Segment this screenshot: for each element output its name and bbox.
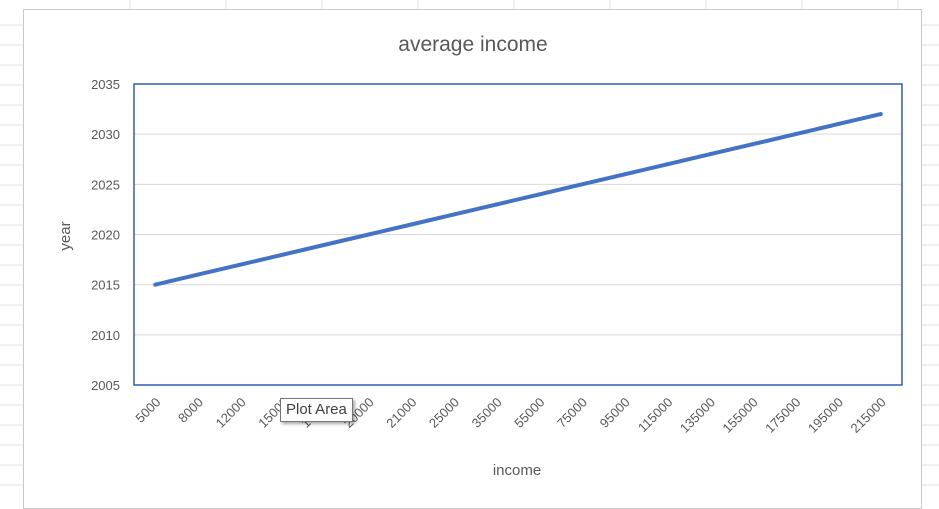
y-tick-label: 2030 [91,127,120,142]
data-point [281,252,286,257]
y-tick-label: 2005 [91,378,120,393]
x-tick-label: 215000 [847,395,888,436]
data-point [409,222,414,227]
data-point [836,122,840,127]
y-axis-ticks: 2005 2010 2015 2020 2025 2030 2035 [91,77,120,393]
x-tick-label: 35000 [469,395,505,431]
data-point [324,242,328,247]
gridlines [134,83,902,386]
y-axis-title: year [57,221,74,250]
data-point [622,172,627,177]
y-tick-label: 2025 [91,177,120,192]
chart-title: average income [398,33,547,56]
x-tick-label: 55000 [511,395,547,431]
x-tick-label: 135000 [677,395,718,436]
data-point [452,212,456,217]
chart-container[interactable]: average income 2005 2010 2015 2020 2025 2030 2… [23,9,922,509]
data-point [153,282,158,287]
spreadsheet-grid [0,0,939,486]
y-tick-label: 2020 [91,228,120,243]
x-axis-title: income [493,462,541,479]
x-tick-label: 175000 [762,395,803,436]
x-tick-label: 12000 [213,395,249,431]
data-point [537,192,542,197]
plot-area[interactable] [133,83,903,386]
y-tick-label: 2010 [91,328,120,343]
x-tick-label: 115000 [635,395,676,436]
data-point [665,162,670,167]
series-points [153,112,883,287]
x-tick-label: 8000 [175,395,206,426]
data-point [494,202,499,207]
data-point [580,182,584,187]
chart-svg: average income 2005201020152020202520302… [57,33,903,479]
y-tick-label: 2035 [91,77,120,92]
x-tick-label: 21000 [383,395,419,431]
y-tick-label: 2015 [91,278,120,293]
data-point [750,142,755,147]
series-line [153,112,883,287]
data-point [708,152,712,157]
x-tick-label: 75000 [554,395,590,431]
x-axis-ticks: 5000800012000150001800020000210002500035… [132,395,888,436]
x-tick-label: 155000 [719,395,760,436]
x-tick-label: 25000 [426,395,462,431]
data-point [196,272,200,277]
data-point [238,262,243,267]
data-point [793,132,798,137]
x-tick-label: 5000 [132,395,163,426]
x-tick-label: 195000 [805,395,846,436]
data-point [878,112,883,117]
data-point [366,232,371,237]
plot-area-tooltip: Plot Area [280,398,353,422]
x-tick-label: 95000 [597,395,633,431]
